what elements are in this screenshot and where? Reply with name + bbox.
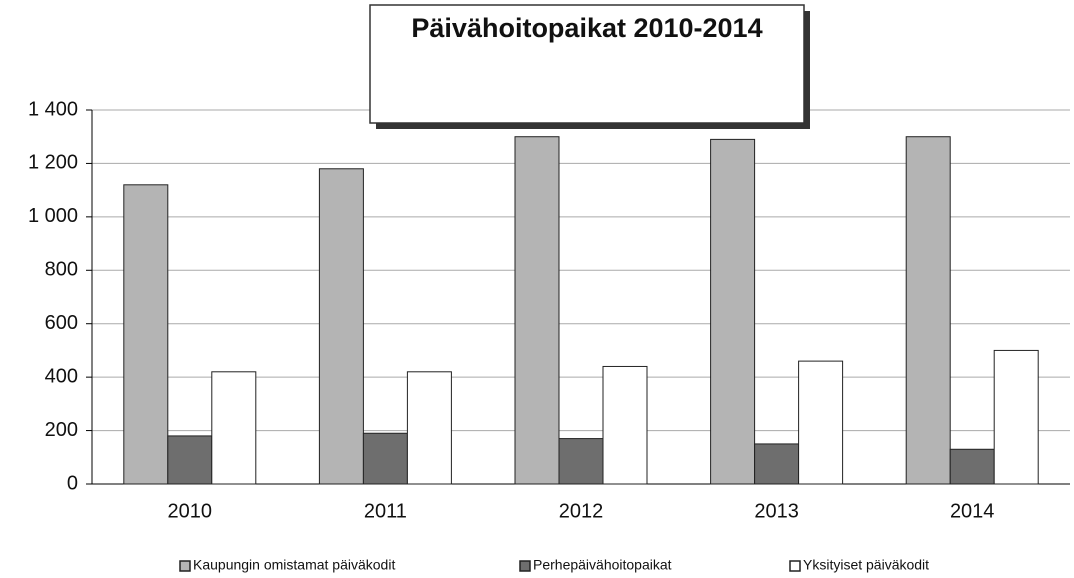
bar [949,448,995,485]
bar [167,435,213,485]
y-tick-label: 600 [45,312,78,334]
bar [754,443,800,485]
x-tick-label: 2012 [559,500,604,522]
x-tick-label: 2010 [168,500,213,522]
x-tick-label: 2011 [364,500,407,522]
legend-marker [179,560,191,572]
plot-area: 0 200 400 600 800 1 000 1 200 1 400 2010 2011 2012… [28,98,1070,522]
bar [993,349,1039,485]
bar [406,371,452,485]
y-tick-label: 800 [45,259,78,281]
y-tick-label: 400 [45,365,78,387]
bar [514,136,560,485]
legend-label: Perhepäivähoitopaikat [533,557,672,573]
bar [123,184,169,485]
title-box [369,4,805,124]
bar [798,360,844,485]
bar [362,432,408,485]
legend-label: Kaupungin omistamat päiväkodit [193,557,395,573]
bar [558,438,604,485]
y-tick-label: 1 000 [28,205,78,227]
x-tick-label: 2013 [754,500,799,522]
bar [602,365,648,485]
legend-label: Yksityiset päiväkodit [803,557,929,573]
y-tick-label: 0 [67,472,78,494]
legend-marker [519,560,531,572]
bar [710,138,756,485]
y-tick-label: 1 200 [28,152,78,174]
bar [318,168,364,485]
bar [905,136,951,485]
y-tick-label: 200 [45,419,78,441]
legend-marker [789,560,801,572]
y-tick-label: 1 400 [28,98,78,120]
chart-title: Päivähoitopaikat 2010-2014 [411,13,762,43]
x-tick-label: 2014 [950,500,995,522]
bar [211,371,257,485]
